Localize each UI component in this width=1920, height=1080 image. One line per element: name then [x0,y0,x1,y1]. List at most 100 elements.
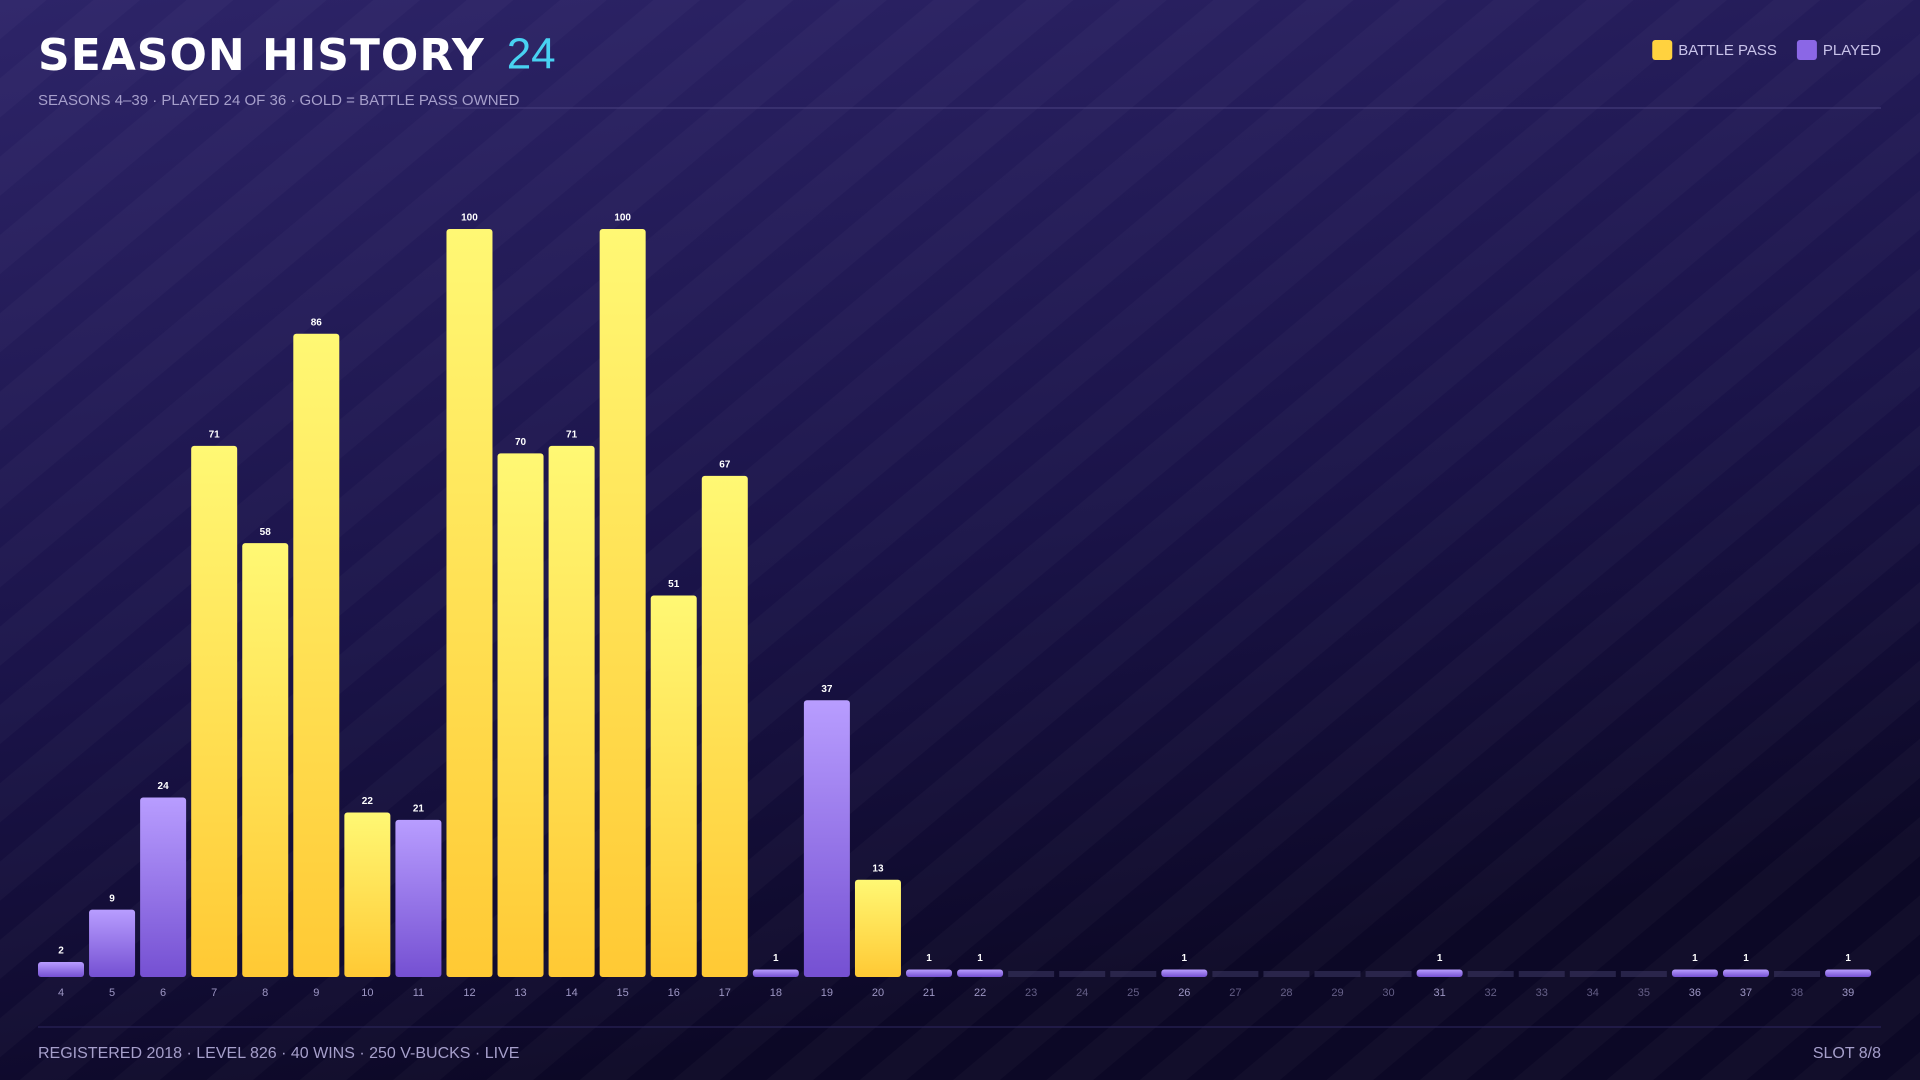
empty-slot [1110,971,1157,977]
empty-slot [1212,971,1259,977]
x-tick-label: 6 [160,987,166,999]
bar [1722,969,1769,977]
x-tick-label: 10 [361,987,373,999]
bar [497,453,544,977]
bar [701,475,748,977]
x-tick-label: 33 [1536,987,1548,999]
x-tick-label: 39 [1842,987,1854,999]
value-label: 71 [566,430,578,441]
empty-slot [1467,971,1514,977]
bar [242,543,289,977]
x-tick-label: 16 [668,987,680,999]
legend-swatch [1652,40,1673,60]
value-label: 86 [311,317,323,328]
bar [446,229,493,977]
x-tick-label: 14 [565,987,577,999]
x-tick-label: 9 [313,987,319,999]
bar [344,812,391,977]
x-tick-label: 13 [514,987,526,999]
bar [650,595,697,977]
x-tick-label: 29 [1331,987,1343,999]
x-tick-label: 28 [1280,987,1292,999]
x-tick-label: 4 [58,987,64,999]
bar [1416,969,1463,977]
played-count: 24 [507,30,556,79]
value-label: 67 [719,459,731,470]
value-label: 2 [58,946,64,957]
x-tick-label: 36 [1689,987,1701,999]
bar [38,962,84,977]
bar [191,445,238,977]
value-label: 37 [821,684,833,695]
value-label: 1 [773,953,779,964]
x-tick-label: 20 [872,987,884,999]
empty-slot [1774,971,1821,977]
value-label: 22 [362,796,374,807]
value-label: 1 [977,953,983,964]
x-tick-label: 30 [1382,987,1394,999]
x-tick-label: 31 [1433,987,1445,999]
legend-label: PLAYED [1823,42,1881,59]
value-label: 1 [1437,953,1443,964]
value-label: 21 [413,804,425,815]
bar [395,819,442,977]
empty-slot [1263,971,1310,977]
value-label: 1 [926,953,932,964]
x-tick-label: 27 [1229,987,1241,999]
empty-slot [1314,971,1361,977]
footer-stats: REGISTERED 2018 · LEVEL 826 · 40 WINS · … [38,1045,519,1062]
bar [1671,969,1718,977]
x-tick-label: 38 [1791,987,1803,999]
x-tick-label: 22 [974,987,986,999]
x-tick-label: 15 [617,987,629,999]
bar [89,909,136,977]
x-tick-label: 25 [1127,987,1139,999]
legend-swatch [1796,40,1817,60]
x-tick-label: 23 [1025,987,1037,999]
empty-slot [1569,971,1616,977]
x-tick-label: 24 [1076,987,1088,999]
x-tick-label: 21 [923,987,935,999]
value-label: 51 [668,579,680,590]
x-tick-label: 8 [262,987,268,999]
empty-slot [1059,971,1106,977]
bar [803,700,850,977]
x-tick-label: 32 [1485,987,1497,999]
value-label: 58 [260,527,272,538]
bar [293,333,340,978]
subtitle: SEASONS 4–39 · PLAYED 24 OF 36 · GOLD = … [38,92,520,109]
value-label: 1 [1692,953,1698,964]
value-label: 71 [209,430,221,441]
x-tick-label: 12 [463,987,475,999]
bar [599,229,646,977]
value-label: 70 [515,437,527,448]
x-tick-label: 34 [1587,987,1599,999]
value-label: 1 [1845,953,1851,964]
x-tick-label: 18 [770,987,782,999]
bar [752,969,799,977]
legend-label: BATTLE PASS [1678,42,1777,59]
bar [957,969,1004,977]
x-tick-label: 7 [211,987,217,999]
empty-slot [1365,971,1412,977]
empty-slot [1518,971,1565,977]
bar [1825,969,1872,977]
chart-title: SEASON HISTORY [38,30,485,81]
bar [906,969,953,977]
value-label: 100 [614,213,631,224]
value-label: 24 [158,781,170,792]
x-tick-label: 37 [1740,987,1752,999]
value-label: 1 [1743,953,1749,964]
x-tick-label: 5 [109,987,115,999]
x-tick-label: 11 [413,987,424,999]
x-tick-label: 19 [821,987,833,999]
x-tick-label: 35 [1638,987,1650,999]
bar [140,797,187,977]
x-tick-label: 26 [1178,987,1190,999]
bar [548,445,595,977]
value-label: 9 [109,893,115,904]
bar [854,879,901,977]
footer-slot: SLOT 8/8 [1813,1045,1881,1062]
